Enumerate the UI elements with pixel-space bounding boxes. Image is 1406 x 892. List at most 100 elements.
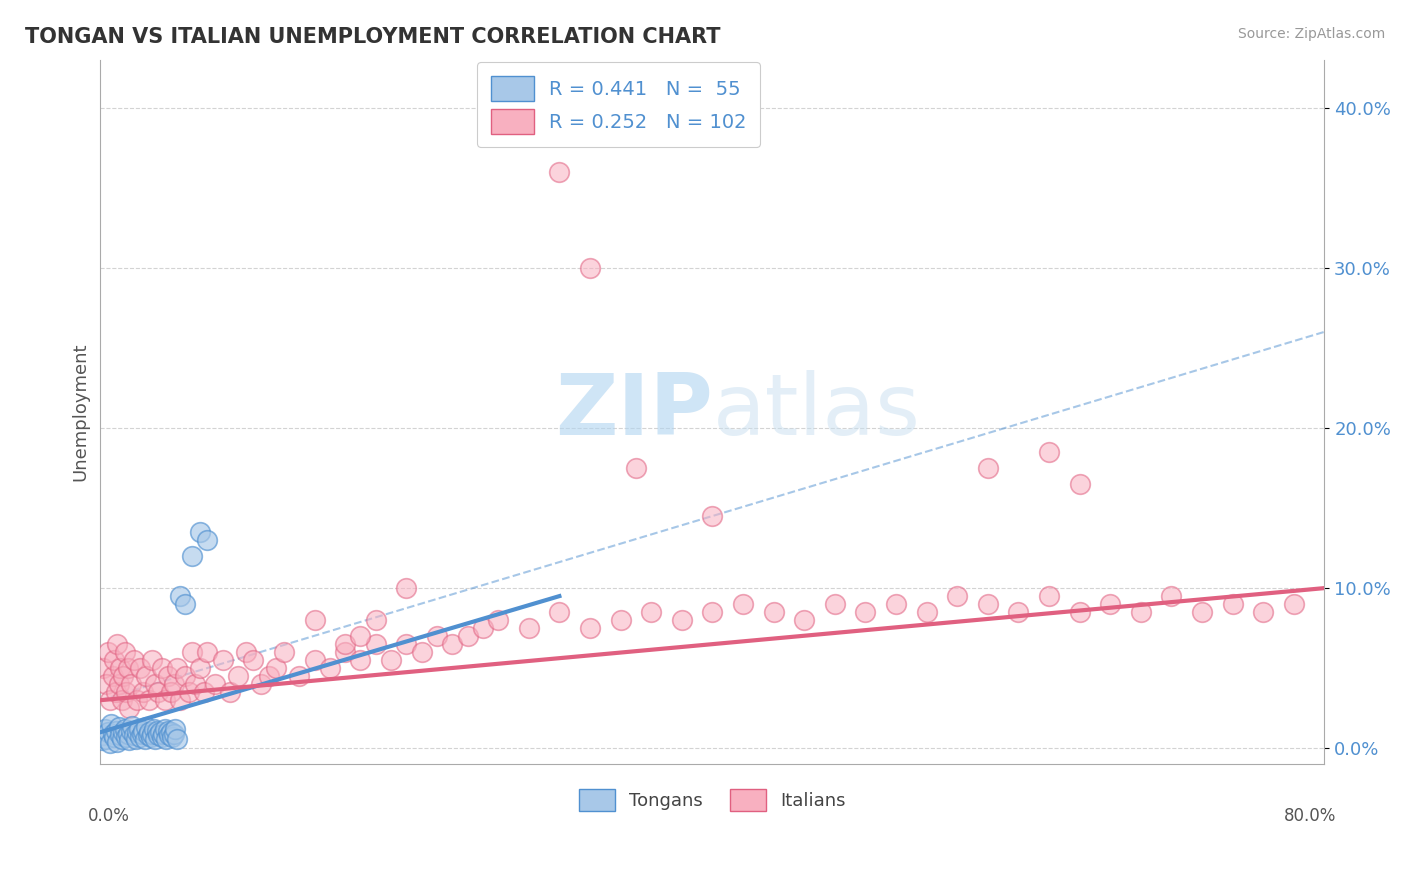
Point bbox=[107, 721, 129, 735]
Point bbox=[266, 661, 288, 675]
Point bbox=[609, 613, 631, 627]
Point bbox=[273, 645, 295, 659]
Point bbox=[148, 685, 170, 699]
Point bbox=[548, 605, 571, 619]
Point bbox=[762, 605, 785, 619]
Point bbox=[457, 629, 479, 643]
Point bbox=[441, 637, 464, 651]
Point bbox=[250, 677, 273, 691]
Point bbox=[304, 653, 326, 667]
Point bbox=[159, 725, 181, 739]
Point bbox=[117, 661, 139, 675]
Point bbox=[97, 645, 120, 659]
Point bbox=[104, 723, 127, 738]
Point bbox=[731, 597, 754, 611]
Point bbox=[94, 722, 117, 736]
Point bbox=[142, 722, 165, 736]
Point bbox=[100, 717, 122, 731]
Point bbox=[169, 693, 191, 707]
Point bbox=[145, 731, 167, 746]
Point bbox=[98, 693, 121, 707]
Point bbox=[1222, 597, 1244, 611]
Point bbox=[135, 721, 157, 735]
Point bbox=[364, 613, 387, 627]
Point bbox=[257, 669, 280, 683]
Point bbox=[141, 727, 163, 741]
Point bbox=[114, 722, 136, 736]
Text: 80.0%: 80.0% bbox=[1284, 806, 1337, 824]
Point bbox=[141, 653, 163, 667]
Point bbox=[349, 653, 371, 667]
Point bbox=[1251, 605, 1274, 619]
Point bbox=[204, 677, 226, 691]
Point bbox=[145, 677, 167, 691]
Point bbox=[579, 621, 602, 635]
Point bbox=[120, 723, 142, 738]
Point bbox=[112, 669, 135, 683]
Point bbox=[235, 645, 257, 659]
Point bbox=[1007, 605, 1029, 619]
Point bbox=[1038, 589, 1060, 603]
Point bbox=[153, 722, 176, 736]
Point bbox=[242, 653, 264, 667]
Point bbox=[793, 613, 815, 627]
Point bbox=[486, 613, 509, 627]
Point bbox=[155, 731, 177, 746]
Point bbox=[96, 731, 118, 746]
Point bbox=[1129, 605, 1152, 619]
Point bbox=[977, 597, 1000, 611]
Point bbox=[517, 621, 540, 635]
Legend: Tongans, Italians: Tongans, Italians bbox=[571, 782, 853, 819]
Point bbox=[115, 730, 138, 744]
Point bbox=[671, 613, 693, 627]
Point bbox=[304, 613, 326, 627]
Point bbox=[702, 509, 724, 524]
Point bbox=[162, 730, 184, 744]
Point bbox=[122, 728, 145, 742]
Point bbox=[93, 661, 115, 675]
Point bbox=[105, 637, 128, 651]
Point bbox=[640, 605, 662, 619]
Point bbox=[153, 693, 176, 707]
Point bbox=[121, 719, 143, 733]
Text: 0.0%: 0.0% bbox=[89, 806, 129, 824]
Point bbox=[165, 722, 187, 736]
Point bbox=[125, 693, 148, 707]
Point bbox=[124, 731, 146, 746]
Point bbox=[333, 645, 356, 659]
Point bbox=[181, 549, 204, 563]
Point bbox=[135, 669, 157, 683]
Point bbox=[146, 723, 169, 738]
Text: Source: ZipAtlas.com: Source: ZipAtlas.com bbox=[1237, 27, 1385, 41]
Text: atlas: atlas bbox=[713, 370, 921, 453]
Text: TONGAN VS ITALIAN UNEMPLOYMENT CORRELATION CHART: TONGAN VS ITALIAN UNEMPLOYMENT CORRELATI… bbox=[25, 27, 721, 46]
Point bbox=[1191, 605, 1213, 619]
Point bbox=[118, 733, 141, 747]
Point bbox=[977, 461, 1000, 475]
Point bbox=[101, 727, 124, 741]
Point bbox=[134, 731, 156, 746]
Point bbox=[395, 637, 418, 651]
Point bbox=[946, 589, 969, 603]
Point bbox=[129, 661, 152, 675]
Point bbox=[824, 597, 846, 611]
Point bbox=[96, 677, 118, 691]
Point bbox=[702, 605, 724, 619]
Point bbox=[129, 730, 152, 744]
Point bbox=[411, 645, 433, 659]
Point bbox=[548, 164, 571, 178]
Point bbox=[118, 701, 141, 715]
Point bbox=[380, 653, 402, 667]
Point bbox=[181, 645, 204, 659]
Point bbox=[98, 736, 121, 750]
Point bbox=[138, 725, 160, 739]
Point bbox=[915, 605, 938, 619]
Point bbox=[125, 725, 148, 739]
Point bbox=[163, 727, 186, 741]
Point bbox=[157, 728, 180, 742]
Point bbox=[163, 677, 186, 691]
Point bbox=[319, 661, 342, 675]
Point bbox=[110, 728, 132, 742]
Point bbox=[395, 581, 418, 595]
Y-axis label: Unemployment: Unemployment bbox=[72, 343, 89, 481]
